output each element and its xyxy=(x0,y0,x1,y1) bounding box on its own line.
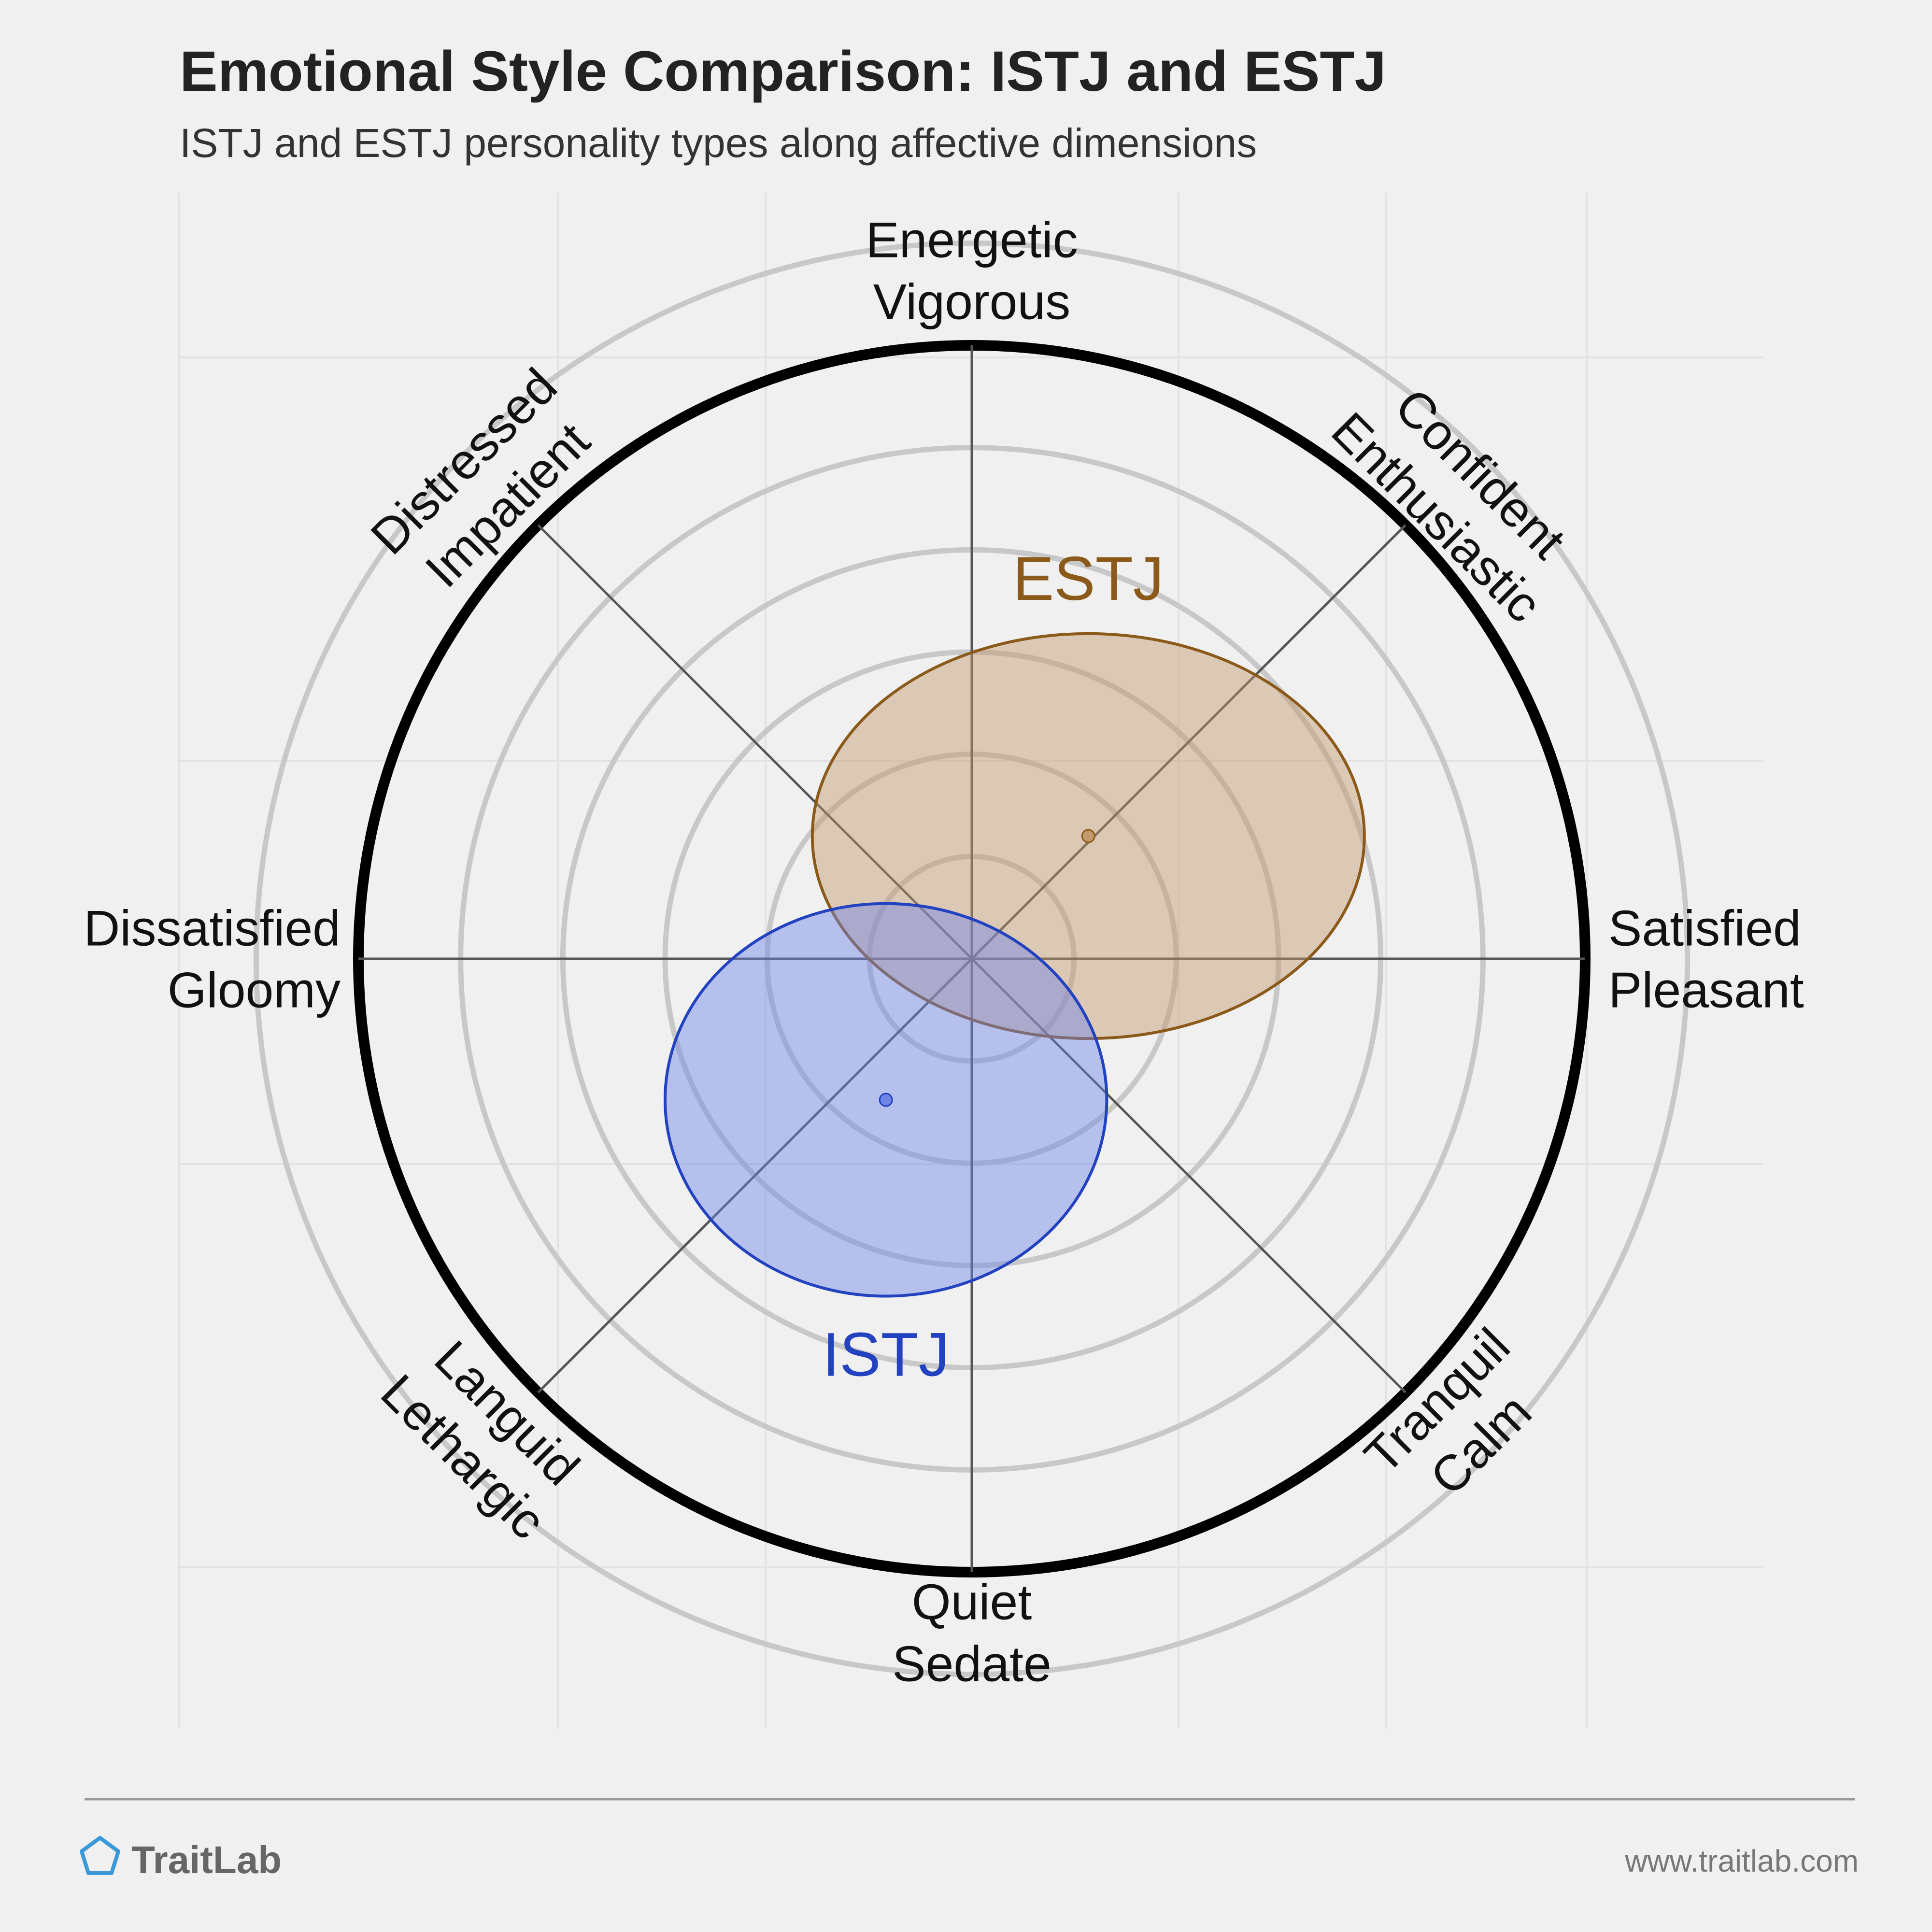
axis-label-top: Energetic Vigorous xyxy=(866,212,1078,330)
axis-label-line: Pleasant xyxy=(1608,962,1804,1018)
site-url: www.traitlab.com xyxy=(1624,1844,1859,1878)
axis-label-line: Satisfied xyxy=(1608,900,1801,956)
axis-label-line: Quiet xyxy=(912,1574,1032,1630)
axis-label-line: Gloomy xyxy=(168,962,341,1018)
axis-lines xyxy=(358,345,1585,1572)
brand-name: TraitLab xyxy=(131,1838,282,1881)
axis-label-right: Satisfied Pleasant xyxy=(1608,900,1804,1018)
istj-series-label: ISTJ xyxy=(823,1321,950,1390)
chart-title: Emotional Style Comparison: ISTJ and EST… xyxy=(180,40,1386,103)
axis-label-line: Dissatisfied xyxy=(84,900,341,956)
grid-ring xyxy=(253,240,1690,1677)
axis-line xyxy=(537,524,1406,1393)
axis-label-line: Vigorous xyxy=(873,274,1071,330)
axis-label-left: Dissatisfied Gloomy xyxy=(84,900,341,1018)
axis-label-line: Energetic xyxy=(866,212,1078,268)
istj-center-point xyxy=(879,1093,893,1107)
axis-label-bottom: Quiet Sedate xyxy=(892,1574,1051,1692)
pentagon-logo-icon xyxy=(80,1836,120,1875)
estj-center-point xyxy=(1081,829,1095,843)
chart-subtitle: ISTJ and ESTJ personality types along af… xyxy=(180,120,1257,166)
axis-label-line: Sedate xyxy=(892,1636,1051,1692)
estj-series-label: ESTJ xyxy=(1013,544,1164,613)
series-ellipses: ESTJ ISTJ xyxy=(664,544,1366,1390)
